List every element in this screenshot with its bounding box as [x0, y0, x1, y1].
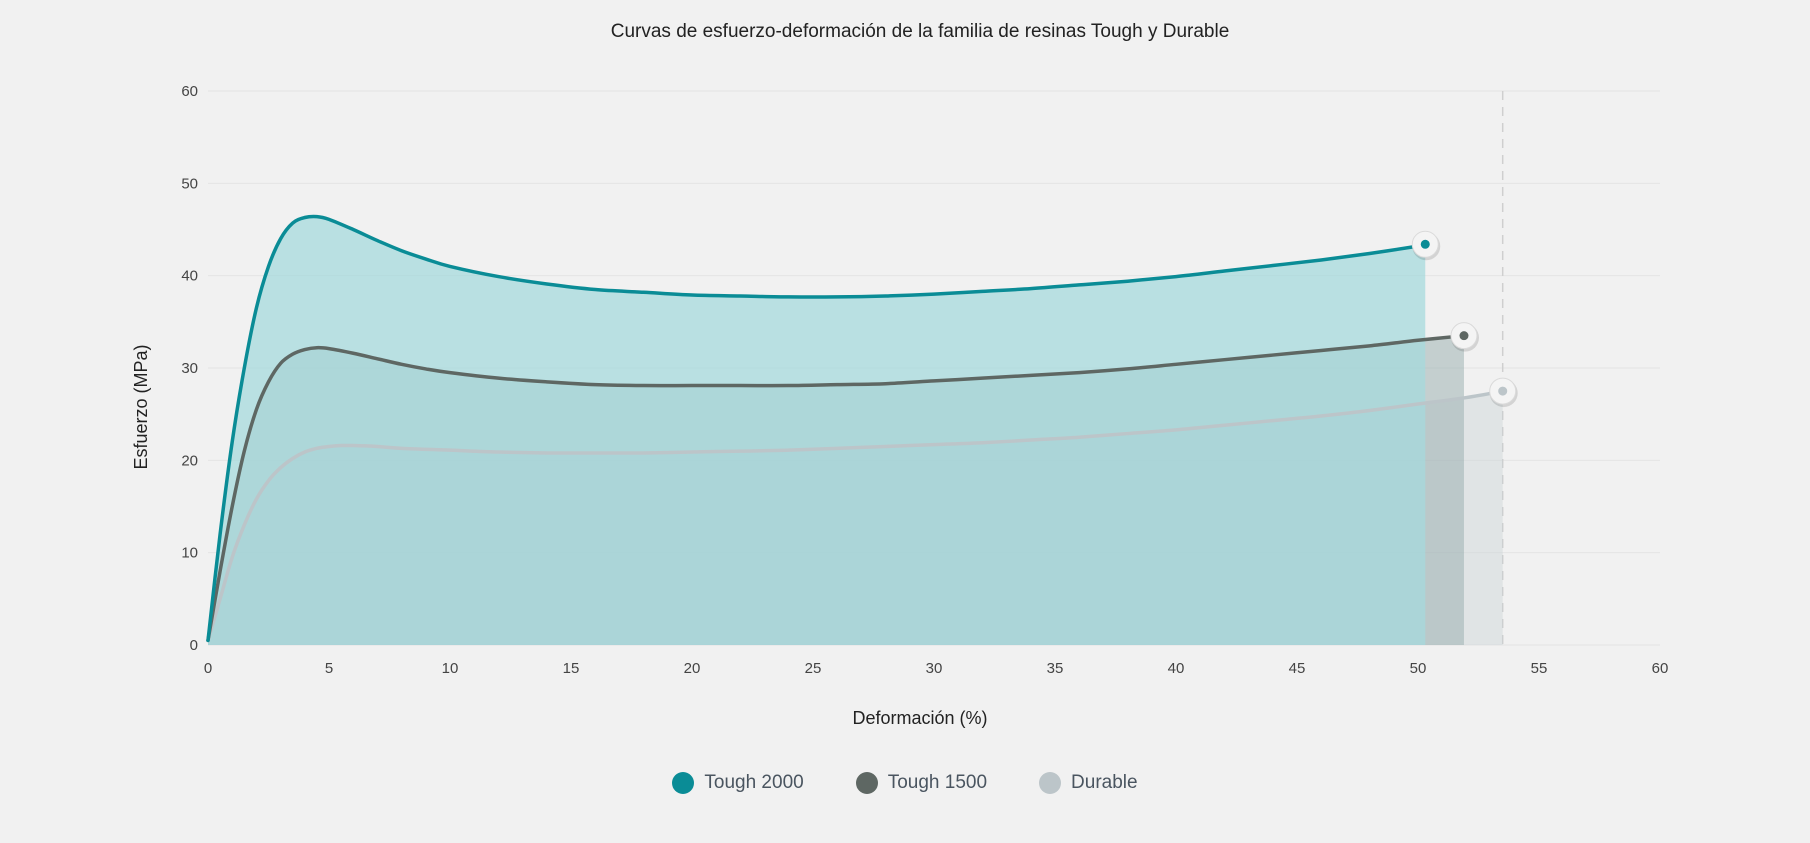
series-line-tough-2000[interactable] — [206, 214, 1428, 643]
series-lines — [206, 214, 1505, 643]
y-tick-label-10: 10 — [181, 545, 198, 562]
y-axis-title: Esfuerzo (MPa) — [131, 344, 151, 469]
x-tick-label-30: 30 — [926, 660, 943, 677]
x-tick-label-60: 60 — [1652, 660, 1669, 677]
legend-swatch-durable — [1039, 772, 1062, 794]
y-tick-label-20: 20 — [181, 452, 198, 469]
y-tick-label-60: 60 — [181, 83, 198, 100]
x-tick-label-20: 20 — [684, 660, 701, 677]
x-tick-label-25: 25 — [805, 660, 822, 677]
y-tick-label-30: 30 — [181, 360, 198, 377]
legend-swatch-tough-1500 — [855, 772, 878, 794]
end-markers — [1411, 230, 1518, 408]
legend-item-tough-1500[interactable]: Tough 1500 — [855, 772, 988, 794]
legend-swatch-tough-2000 — [672, 772, 695, 794]
area-fill-tough-2000 — [208, 216, 1426, 645]
x-tick-label-5: 5 — [325, 660, 333, 677]
x-tick-label-50: 50 — [1410, 660, 1427, 677]
x-tick-label-40: 40 — [1168, 660, 1185, 677]
area-fills — [208, 216, 1503, 645]
legend-item-durable[interactable]: Durable — [1039, 772, 1138, 794]
y-tick-label-50: 50 — [181, 175, 198, 192]
y-tick-label-0: 0 — [190, 637, 198, 654]
chart-title: Curvas de esfuerzo-deformación de la fam… — [611, 21, 1230, 42]
x-tick-label-10: 10 — [442, 660, 459, 677]
legend-item-tough-2000[interactable]: Tough 2000 — [672, 772, 804, 794]
legend-label-tough-1500: Tough 1500 — [887, 772, 988, 793]
x-tick-label-15: 15 — [563, 660, 580, 677]
y-axis-ticks: 0 10 20 30 40 50 60 — [181, 83, 198, 654]
series-line-tough-1500[interactable] — [206, 333, 1466, 643]
end-marker-durable[interactable] — [1489, 377, 1518, 408]
legend-label-tough-2000: Tough 2000 — [704, 772, 804, 793]
x-tick-label-55: 55 — [1531, 660, 1548, 677]
x-axis-title: Deformación (%) — [852, 708, 987, 728]
x-tick-label-45: 45 — [1289, 660, 1306, 677]
series-line-durable[interactable] — [206, 389, 1505, 643]
end-marker-tough-2000[interactable] — [1411, 230, 1441, 261]
legend: Tough 2000 Tough 1500 Durable — [0, 772, 1810, 794]
legend-label-durable: Durable — [1071, 772, 1138, 793]
x-tick-label-0: 0 — [204, 660, 212, 677]
y-tick-label-40: 40 — [181, 268, 198, 285]
x-axis-ticks: 0 5 10 15 20 25 30 35 40 45 50 55 60 — [204, 660, 1669, 677]
end-marker-tough-1500[interactable] — [1450, 322, 1479, 352]
x-tick-label-35: 35 — [1047, 660, 1064, 677]
